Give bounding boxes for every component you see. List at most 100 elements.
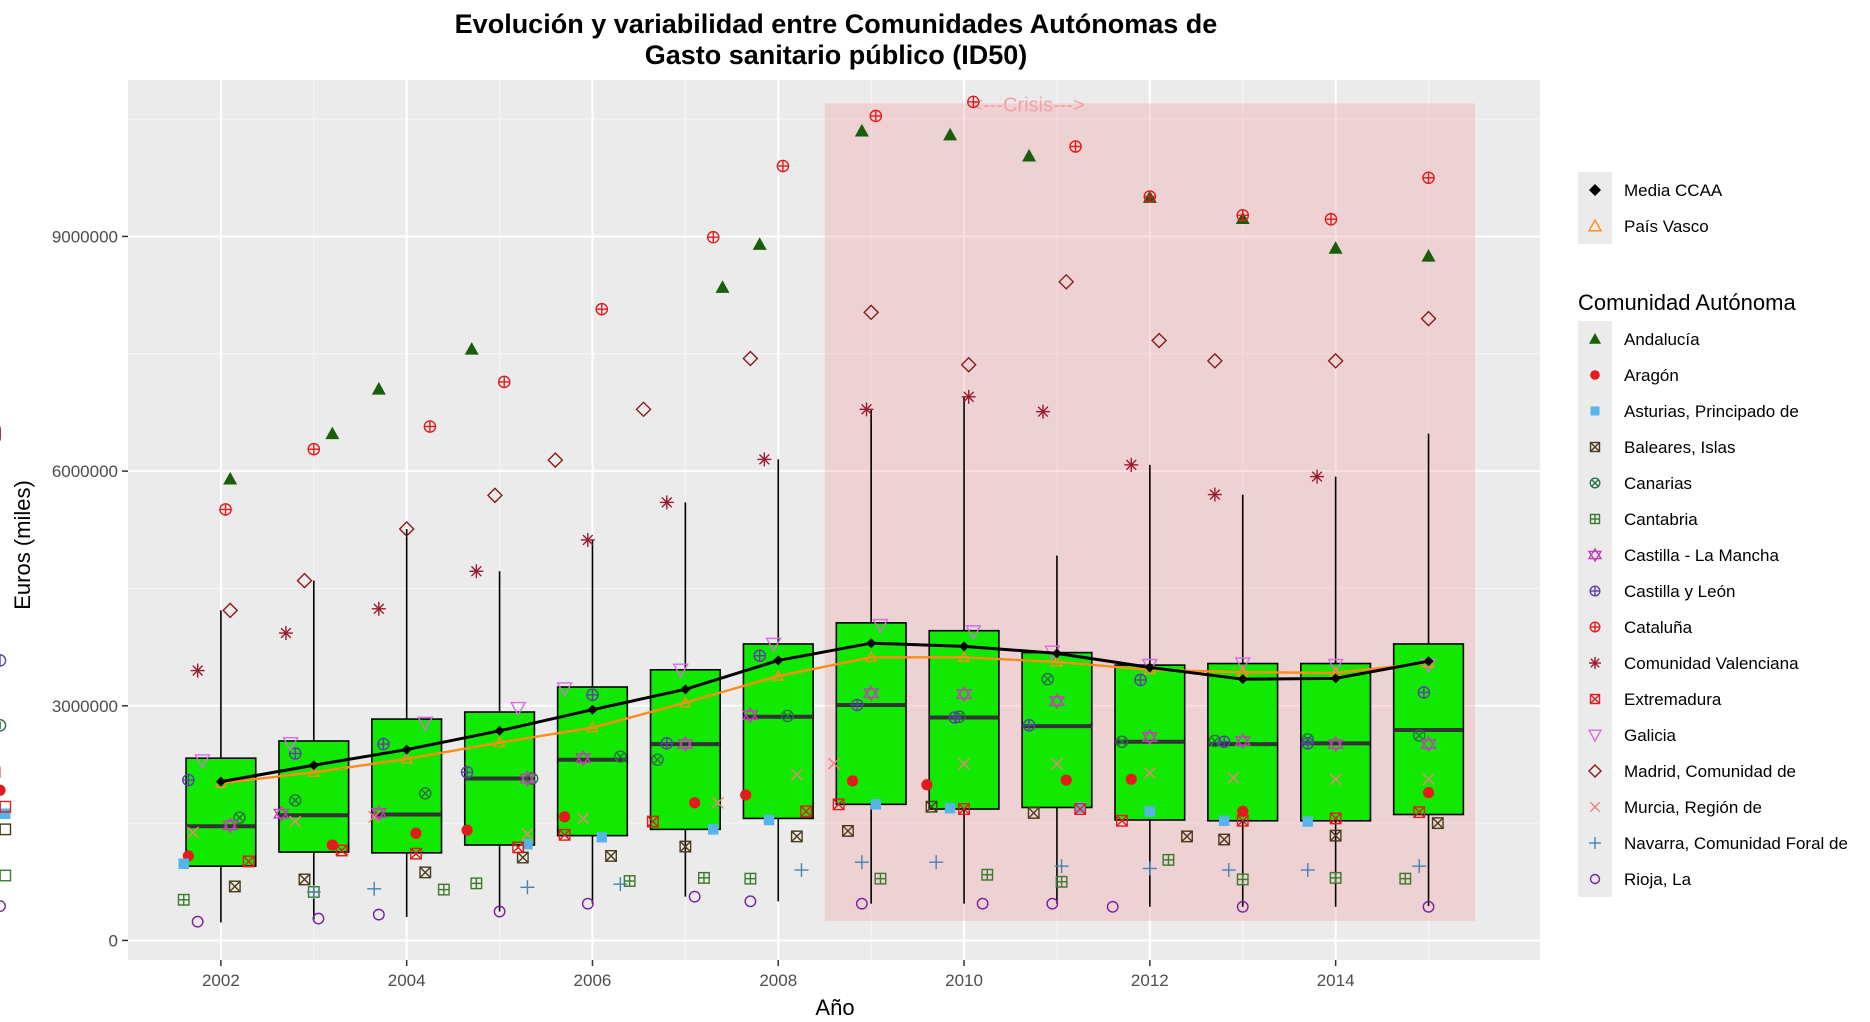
point-andaluc-a bbox=[854, 123, 869, 137]
marker-stroke bbox=[335, 844, 348, 857]
point-comunidad-valenciana bbox=[659, 495, 674, 510]
marker-shape bbox=[1327, 739, 1344, 753]
point-cantabria bbox=[1329, 871, 1342, 884]
series-line-pais-vasco bbox=[220, 656, 1429, 785]
marker-shape bbox=[1587, 218, 1603, 232]
marker-shape bbox=[461, 824, 473, 836]
point-castilla-la-mancha bbox=[1234, 732, 1251, 750]
marker-shape bbox=[955, 685, 973, 699]
point-cantabria bbox=[623, 875, 636, 887]
marker-stroke bbox=[842, 825, 854, 837]
marker-shape bbox=[1587, 729, 1603, 743]
point-canarias bbox=[651, 753, 664, 767]
marker-shape bbox=[326, 839, 338, 851]
point-pais-vasco bbox=[864, 650, 878, 662]
marker-shape bbox=[1420, 735, 1437, 750]
point-asturias-principado-de bbox=[596, 831, 608, 843]
point-media-ccaa bbox=[494, 725, 505, 736]
point-navarra-comunidad-foral-de bbox=[794, 863, 809, 878]
legend-title: Comunidad Autónoma bbox=[1578, 290, 1796, 315]
point-castilla-la-mancha bbox=[370, 804, 388, 822]
marker-shape bbox=[1422, 787, 1435, 799]
marker-shape bbox=[1236, 814, 1249, 827]
point-media-ccaa bbox=[680, 684, 691, 695]
point-castilla-y-le-n bbox=[377, 737, 390, 751]
point-andaluc-a bbox=[464, 342, 479, 355]
point-asturias-principado-de bbox=[522, 838, 533, 850]
marker-shape bbox=[763, 814, 775, 826]
x-tick-label: 2014 bbox=[1317, 971, 1355, 990]
point-catalu-a bbox=[497, 375, 511, 389]
marker-shape bbox=[0, 654, 7, 667]
point-galicia bbox=[282, 737, 299, 752]
point-castilla-la-mancha bbox=[742, 706, 759, 724]
point-catalu-a bbox=[706, 230, 720, 244]
marker-shape bbox=[841, 824, 854, 837]
marker-shape bbox=[1048, 696, 1066, 710]
point-murcia-regi-n-de bbox=[289, 815, 302, 828]
marker-shape bbox=[1106, 900, 1119, 913]
marker-stroke bbox=[521, 827, 534, 841]
point-extremadura bbox=[1074, 803, 1087, 815]
marker-stroke bbox=[605, 850, 617, 862]
marker-shape bbox=[790, 830, 803, 843]
legend-key-comunidad-valenciana bbox=[1589, 657, 1601, 669]
point-catalu-a bbox=[307, 442, 321, 456]
point-navarra-comunidad-foral-de bbox=[1221, 863, 1236, 878]
marker-shape bbox=[0, 719, 7, 732]
point-navarra-comunidad-foral-de bbox=[306, 884, 321, 899]
marker-shape bbox=[955, 689, 973, 703]
point-galicia bbox=[417, 716, 434, 732]
marker-shape bbox=[1420, 310, 1437, 327]
marker-shape bbox=[215, 776, 226, 787]
point-asturias-principado-de bbox=[763, 814, 775, 826]
point-murcia-regi-n-de bbox=[1227, 771, 1240, 784]
legend-key-media-ccaa bbox=[1589, 184, 1601, 196]
marker-shape bbox=[1423, 656, 1434, 667]
point-cantabria bbox=[470, 877, 483, 890]
point-canarias bbox=[288, 794, 302, 807]
marker-shape bbox=[221, 820, 239, 834]
legend-key-arag-n bbox=[1590, 370, 1600, 380]
point-murcia-regi-n-de bbox=[1329, 773, 1342, 786]
crisis-label: <---Crisis---> bbox=[971, 94, 1084, 116]
marker-shape bbox=[689, 797, 701, 809]
legend-label: Comunidad Valenciana bbox=[1624, 654, 1799, 673]
marker-stroke bbox=[661, 497, 673, 508]
marker-shape bbox=[1589, 873, 1601, 885]
point-murcia-regi-n-de bbox=[521, 827, 534, 841]
point-media-ccaa bbox=[215, 776, 226, 787]
marker-shape bbox=[855, 897, 868, 910]
point-arag-n bbox=[1060, 774, 1072, 786]
marker-shape bbox=[1329, 829, 1342, 842]
marker-shape bbox=[1218, 833, 1231, 846]
point-comunidad-valenciana bbox=[1036, 404, 1051, 419]
marker-shape bbox=[1208, 734, 1222, 748]
marker-shape bbox=[846, 775, 859, 787]
point-comunidad-valenciana bbox=[371, 601, 386, 616]
marker-shape bbox=[0, 900, 6, 912]
point-pais-vasco bbox=[400, 752, 413, 764]
point-catalu-a bbox=[776, 159, 790, 173]
point-media-ccaa bbox=[1330, 673, 1341, 684]
marker-shape bbox=[1589, 184, 1601, 196]
point-arag-n bbox=[689, 797, 701, 809]
marker-stroke bbox=[582, 534, 594, 546]
marker-shape bbox=[679, 840, 692, 853]
legend-key-madrid-comunidad-de bbox=[1588, 764, 1602, 778]
point-media-ccaa bbox=[401, 744, 412, 755]
marker-shape bbox=[1151, 332, 1168, 349]
marker-stroke bbox=[791, 830, 803, 843]
marker-shape bbox=[1589, 693, 1601, 705]
point-castilla-la-mancha bbox=[955, 685, 973, 703]
marker-shape bbox=[1234, 732, 1251, 746]
marker-shape bbox=[1421, 249, 1436, 262]
point-castilla-la-mancha bbox=[1420, 735, 1437, 753]
marker-stroke bbox=[615, 752, 625, 761]
point-cantabria bbox=[0, 869, 12, 882]
marker-shape bbox=[556, 682, 573, 698]
marker-shape bbox=[1206, 352, 1223, 369]
marker-shape bbox=[1330, 673, 1341, 684]
point-madrid-comunidad-de bbox=[1420, 310, 1437, 327]
point-navarra-comunidad-foral-de bbox=[613, 877, 628, 892]
